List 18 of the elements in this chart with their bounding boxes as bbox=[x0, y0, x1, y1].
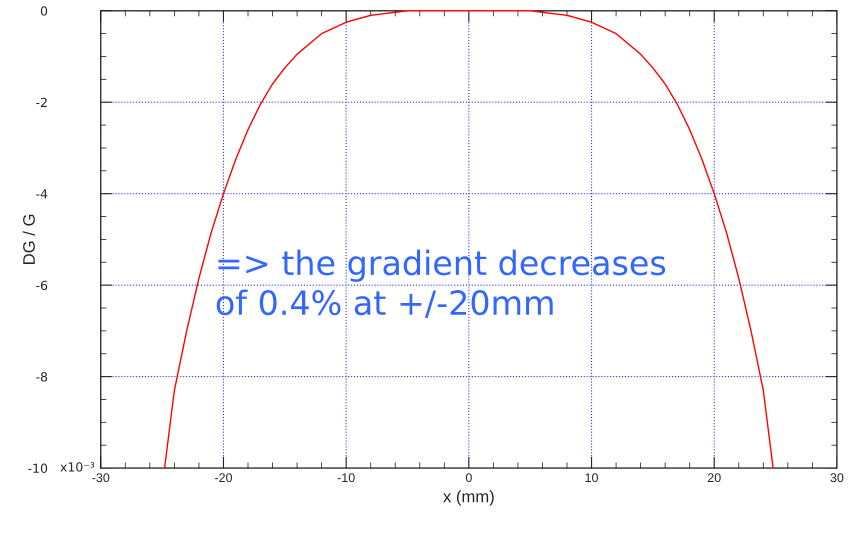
x-tick-label: -30 bbox=[92, 473, 110, 482]
x-axis-title: x (mm) bbox=[443, 490, 494, 506]
y-tick-label: -8 bbox=[36, 372, 48, 382]
x-tick-label: -20 bbox=[214, 473, 232, 482]
y-tick-label: -2 bbox=[36, 98, 47, 107]
x-tick-label: -10 bbox=[338, 473, 355, 482]
y-tick-label: 0 bbox=[40, 6, 48, 16]
annotation: => the gradient decreases of 0.4% at +/-20mm bbox=[216, 250, 666, 318]
x-tick-label: 10 bbox=[586, 473, 598, 482]
line-series bbox=[164, 10, 774, 469]
x-tick-label: 30 bbox=[830, 473, 844, 482]
y-tick-label: -10 bbox=[28, 464, 48, 473]
y-axis-title: DG / G bbox=[22, 214, 35, 264]
text: x10⁻³ bbox=[60, 462, 94, 472]
x-tick-label: 20 bbox=[708, 473, 721, 482]
y-tick-label: -4 bbox=[36, 189, 48, 198]
y-tick-label: -6 bbox=[36, 280, 48, 290]
x-tick-label: 0 bbox=[466, 473, 472, 482]
